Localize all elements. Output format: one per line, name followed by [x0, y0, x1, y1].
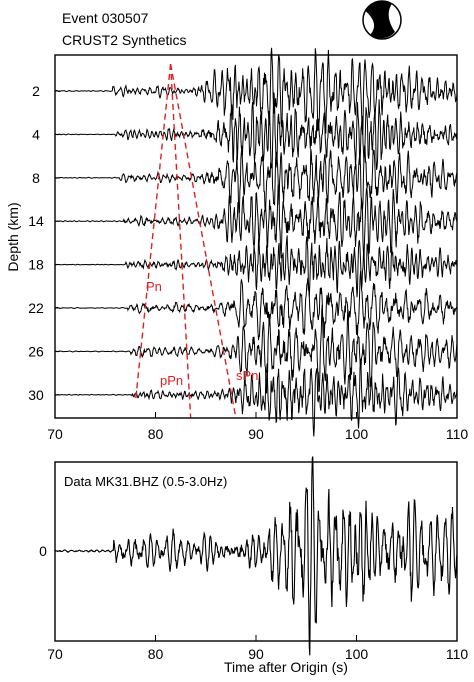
x-tick-label: 80: [148, 426, 164, 442]
synthetic-trace-18: [55, 235, 458, 298]
phase-label-pn: Pn: [146, 279, 162, 294]
phase-label-ppn: pPn: [160, 373, 183, 388]
phase-line-spn: [169, 63, 237, 419]
x-tick-label: 110: [446, 426, 469, 442]
depth-ticks: 2 4 8 14 18 22 26 30: [28, 83, 60, 403]
depth-tick-label: 18: [28, 257, 44, 273]
top-x-ticks: 70 80 90 100 110: [47, 412, 468, 442]
figure-title-line2: CRUST2 Synthetics: [62, 32, 186, 48]
bottom-x-ticks: 70 80 90 100 110: [47, 635, 468, 662]
synthetic-traces: [54, 47, 458, 437]
data-panel-title: Data MK31.BHZ (0.5-3.0Hz): [64, 474, 227, 489]
zero-tick-label: 0: [39, 543, 47, 559]
synthetic-trace-4: [54, 92, 458, 170]
depth-axis-label: Depth (km): [5, 202, 21, 271]
depth-tick-label: 30: [28, 387, 44, 403]
phase-label-spn: sPn: [236, 368, 258, 383]
synthetic-trace-2: [54, 47, 458, 136]
synthetic-trace-14: [55, 184, 458, 259]
x-axis-label: Time after Origin (s): [224, 659, 348, 675]
depth-tick-label: 14: [28, 213, 44, 229]
figure-title-line1: Event 030507: [62, 10, 149, 26]
focal-mechanism-icon: [362, 0, 402, 40]
phase-lines: [134, 63, 237, 419]
depth-tick-label: 26: [28, 343, 44, 359]
x-tick-label: 100: [345, 426, 369, 442]
x-tick-label: 90: [248, 426, 264, 442]
synthetic-trace-22: [55, 270, 458, 341]
synthetic-trace-30: [54, 358, 458, 437]
phase-line-ppn: [169, 63, 192, 419]
x-tick-label: 70: [47, 426, 63, 442]
synthetic-trace-26: [54, 304, 458, 394]
x-tick-label: 110: [446, 646, 469, 662]
depth-tick-label: 22: [28, 300, 44, 316]
data-trace: [54, 456, 458, 656]
data-panel: 70 80 90 100 110 0 Data MK31.BHZ (0.5-3.0Hz)…: [39, 456, 468, 675]
depth-tick-label: 4: [32, 126, 40, 142]
x-tick-label: 70: [47, 646, 63, 662]
x-tick-label: 80: [148, 646, 164, 662]
synthetic-trace-8: [54, 145, 458, 214]
depth-tick-label: 8: [32, 170, 40, 186]
phase-line-pn: [134, 63, 172, 403]
x-tick-label: 100: [345, 646, 369, 662]
depth-tick-label: 2: [32, 83, 40, 99]
x-tick-label: 90: [248, 646, 264, 662]
